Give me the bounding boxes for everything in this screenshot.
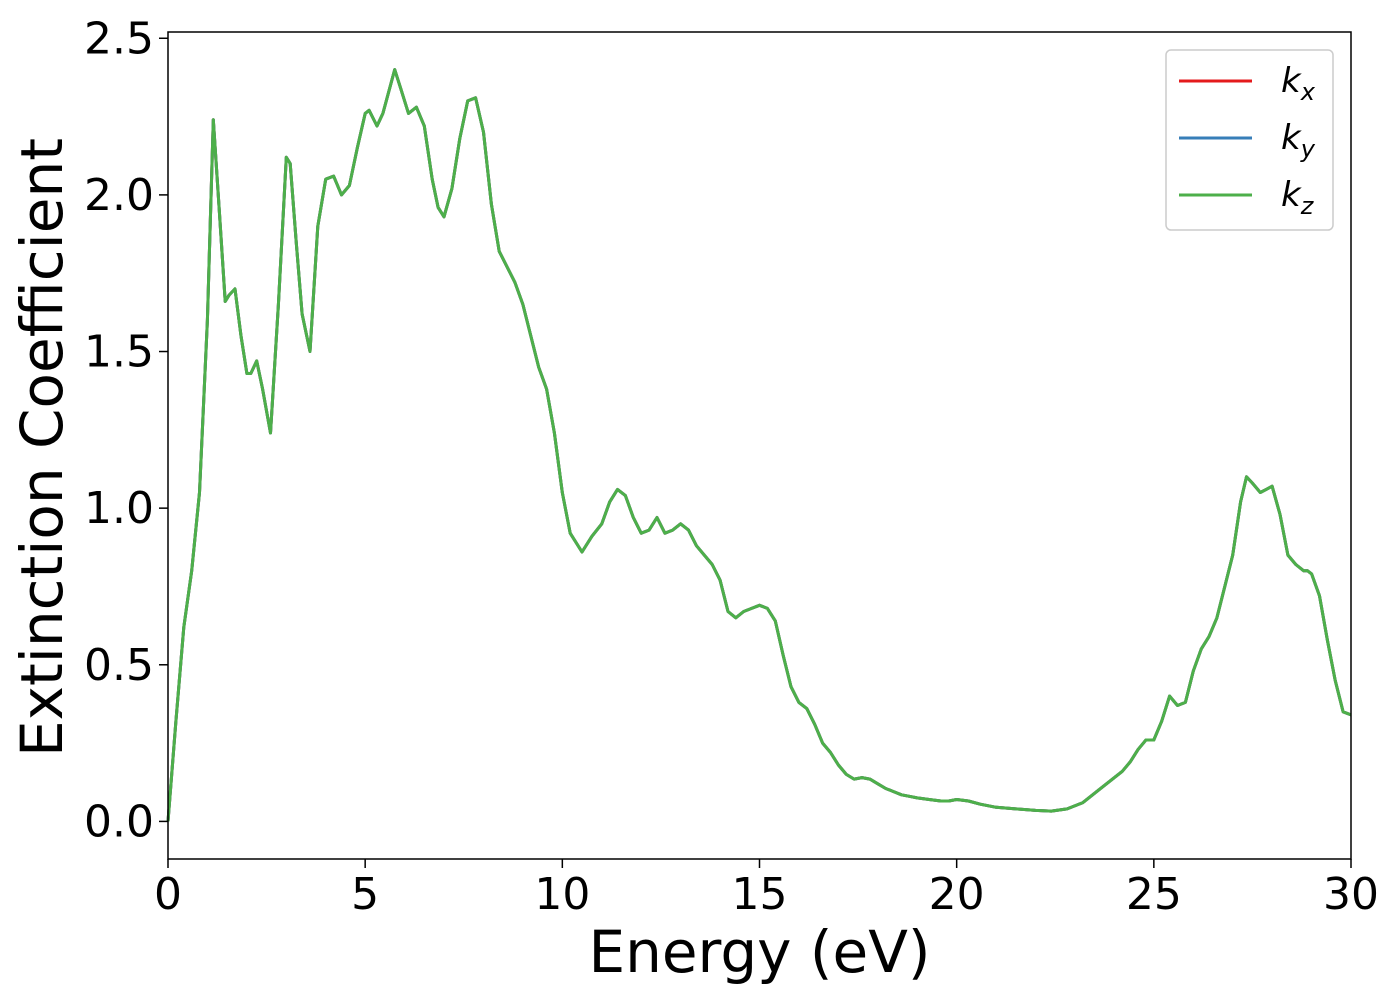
legend-label-kx: kx bbox=[1281, 61, 1316, 106]
y-axis-label: Extinction Coefficient bbox=[8, 138, 76, 757]
x-tick-label: 15 bbox=[732, 869, 788, 920]
x-axis-label: Energy (eV) bbox=[588, 918, 930, 986]
series-layer bbox=[166, 68, 1352, 822]
axes-layer: 0 5 10 15 20 25 30 0.0 0.5 1.0 1.5 2.0 2.5 bbox=[84, 13, 1379, 920]
legend-box bbox=[1165, 49, 1334, 231]
x-tick-label: 30 bbox=[1323, 869, 1379, 920]
y-tick-label: 2.5 bbox=[84, 13, 154, 64]
x-tick-label: 25 bbox=[1126, 869, 1182, 920]
x-tick-label: 5 bbox=[351, 869, 379, 920]
x-tick-label: 20 bbox=[929, 869, 985, 920]
y-tick-label: 0.0 bbox=[84, 796, 154, 847]
legend-label-ky: ky bbox=[1281, 118, 1316, 163]
y-tick-label: 0.5 bbox=[84, 640, 154, 691]
y-tick-label: 1.0 bbox=[84, 483, 154, 534]
y-tick-label: 1.5 bbox=[84, 327, 154, 378]
x-tick-label: 10 bbox=[534, 869, 590, 920]
legend: kx ky kz bbox=[1165, 49, 1334, 231]
x-tick-label: 0 bbox=[154, 869, 182, 920]
legend-label-kz: kz bbox=[1281, 175, 1315, 220]
y-tick-label: 2.0 bbox=[84, 170, 154, 221]
series-line-kz bbox=[166, 68, 1352, 822]
